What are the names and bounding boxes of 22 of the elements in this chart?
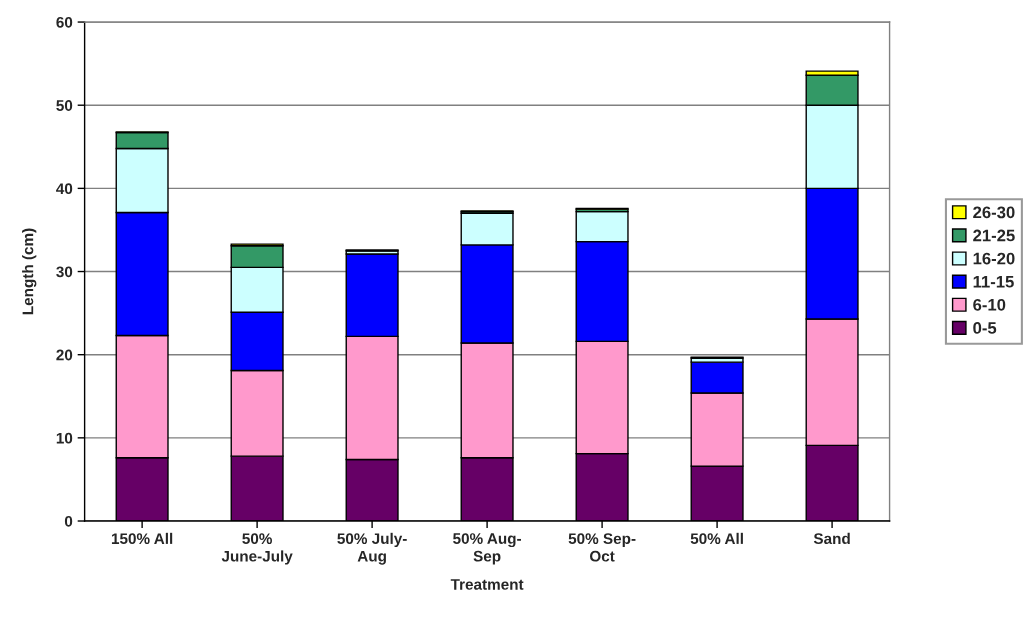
x-tick-label: 50% Sep- Oct bbox=[568, 533, 636, 562]
y-tick-label: 50 bbox=[56, 100, 73, 111]
legend-label: 21-25 bbox=[973, 229, 1015, 242]
legend-label: 0-5 bbox=[973, 322, 997, 334]
y-tick-label: 60 bbox=[56, 16, 73, 28]
y-tick-label: 40 bbox=[56, 183, 73, 195]
x-tick-label: 150% All bbox=[111, 532, 173, 545]
x-tick-label: 50% Aug- Sep bbox=[453, 533, 522, 565]
legend-label: 26-30 bbox=[973, 206, 1015, 219]
y-tick-label: 30 bbox=[56, 266, 73, 278]
legend-label: 11-15 bbox=[973, 275, 1014, 288]
y-tick-label: 20 bbox=[56, 349, 73, 361]
x-axis-title: Treatment bbox=[450, 579, 524, 590]
x-tick-label: 50% All bbox=[690, 532, 743, 545]
y-axis-title: Length (cm) bbox=[22, 228, 37, 315]
x-tick-label: Sand bbox=[813, 532, 850, 545]
y-tick-label: 0 bbox=[64, 515, 73, 527]
x-tick-label: 50% June-July bbox=[221, 533, 293, 565]
x-tick-label: 50% July- Aug bbox=[337, 532, 407, 565]
legend-label: 6-10 bbox=[973, 298, 1006, 311]
legend-label: 16-20 bbox=[973, 252, 1015, 265]
y-tick-label: 10 bbox=[56, 432, 73, 444]
